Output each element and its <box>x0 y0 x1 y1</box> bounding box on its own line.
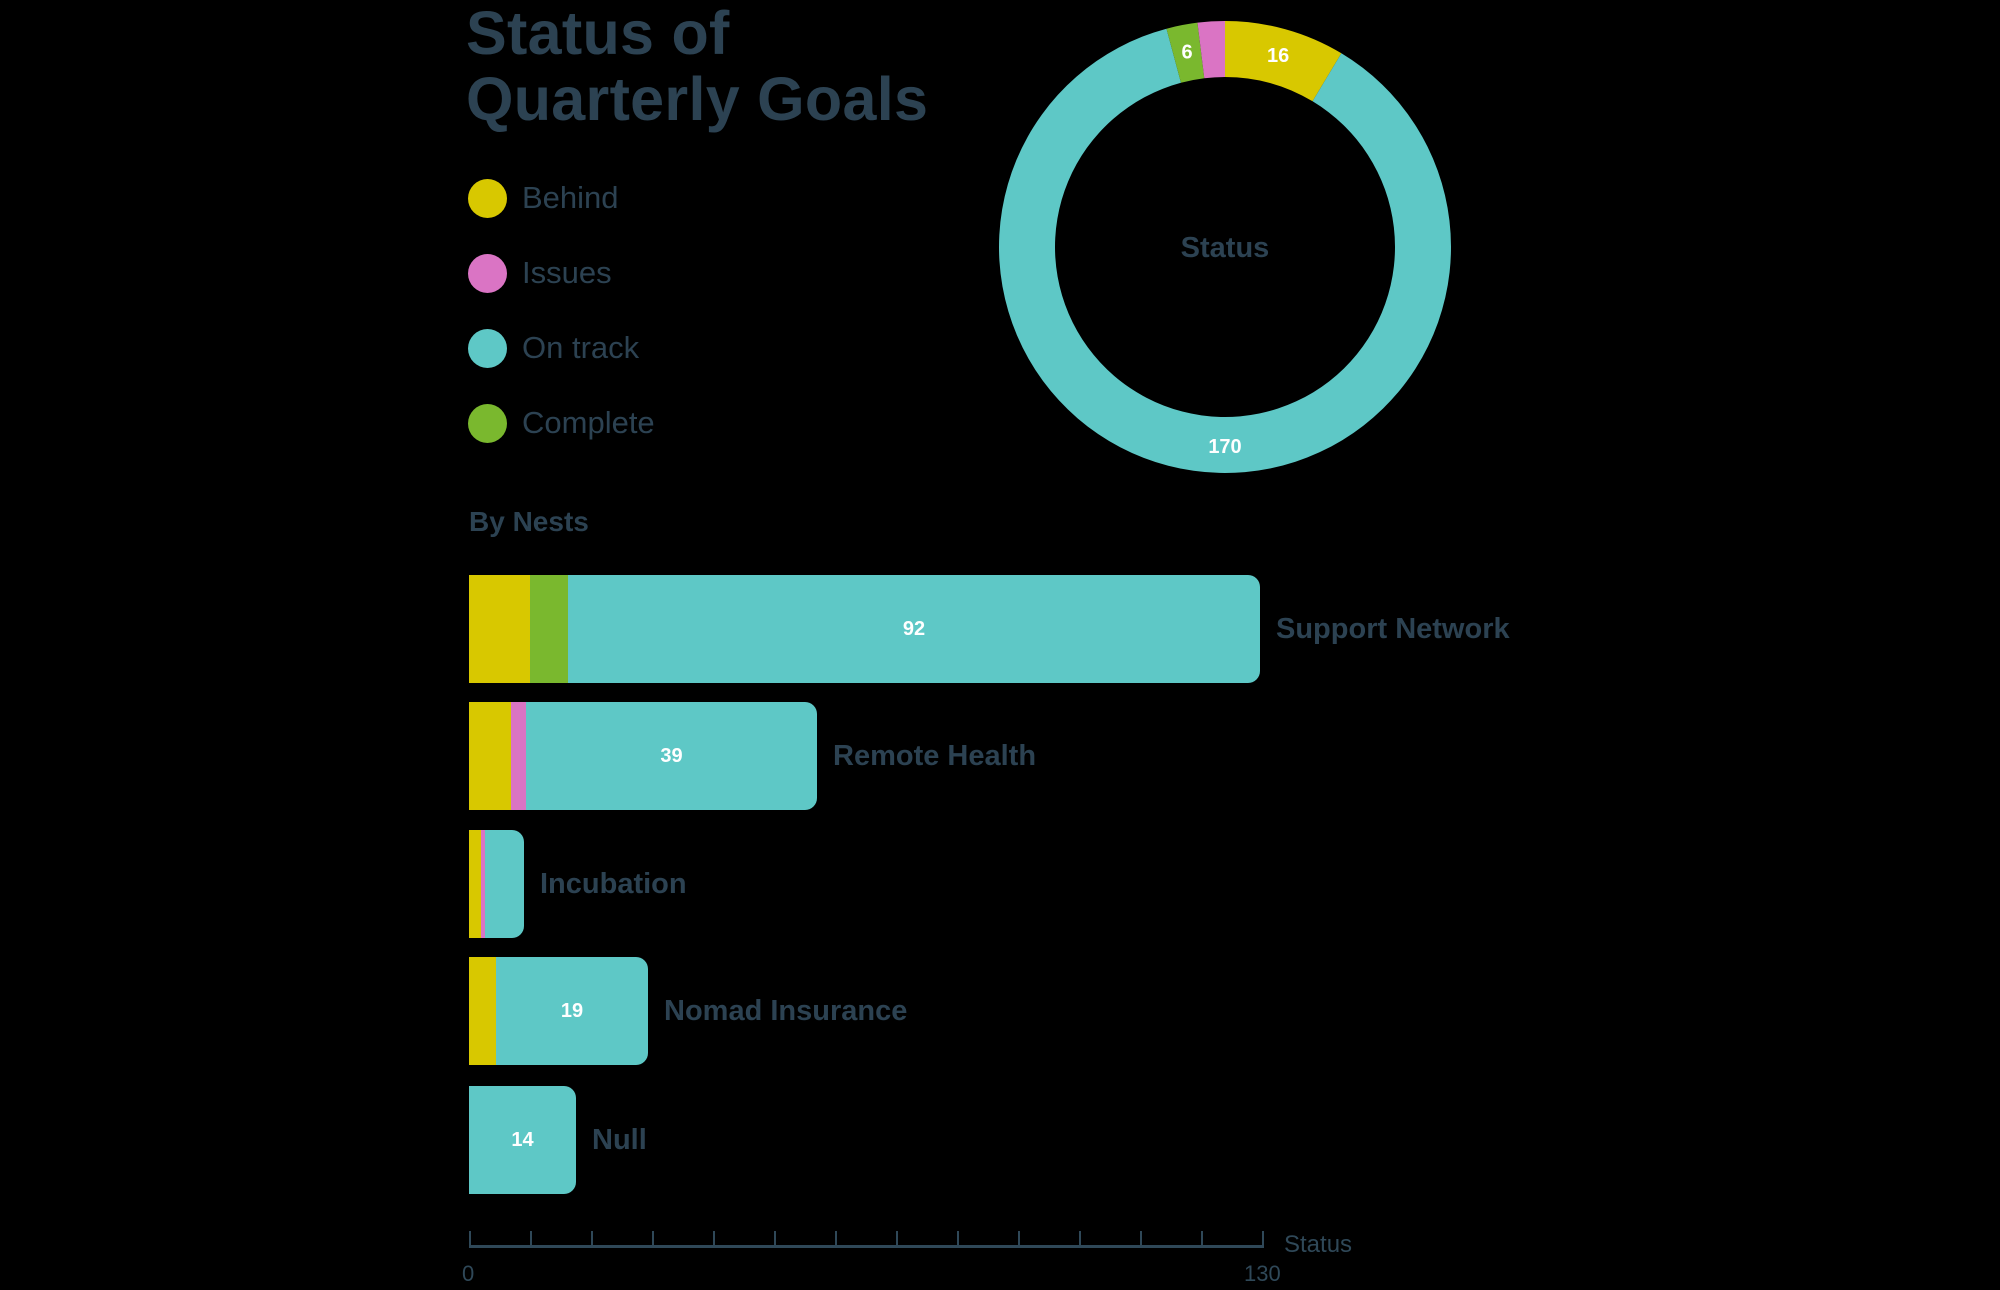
bar-row-remote-health: 39 Remote Health <box>469 702 1036 810</box>
bar-category-label: Incubation <box>540 867 687 900</box>
bar-segment-issues <box>481 830 485 938</box>
legend-label: Issues <box>522 255 612 290</box>
legend-item-behind: Behind <box>468 178 655 218</box>
stacked-bar <box>469 830 524 938</box>
donut-segment-complete <box>1166 22 1205 83</box>
x-axis-tick <box>591 1231 593 1247</box>
donut-segment-value: 6 <box>1181 42 1192 64</box>
bar-segment-on-track: 14 <box>469 1086 576 1194</box>
x-axis-tick <box>469 1231 471 1247</box>
x-axis-tick <box>713 1231 715 1247</box>
status-donut-chart: 16 170 6 Status <box>998 20 1452 474</box>
bar-segment-on-track <box>485 830 524 938</box>
donut-segment-behind <box>1225 21 1342 102</box>
x-axis-tick <box>1079 1231 1081 1247</box>
donut-center-label: Status <box>1181 232 1270 264</box>
donut-segment-value: 170 <box>1208 436 1241 458</box>
legend-swatch-icon <box>468 178 507 218</box>
x-axis-tick <box>530 1231 532 1247</box>
bar-row-nomad-insurance: 19 Nomad Insurance <box>469 957 907 1065</box>
bar-segment-behind <box>469 830 481 938</box>
donut-segment-issues <box>1197 21 1225 79</box>
x-axis-tick <box>835 1231 837 1247</box>
chart-title-line-2: Quarterly Goals <box>466 65 929 133</box>
x-axis-tick <box>652 1231 654 1247</box>
x-axis-tick <box>1140 1231 1142 1247</box>
bar-row-incubation: Incubation <box>469 830 687 938</box>
bar-category-label: Remote Health <box>833 739 1037 772</box>
bar-row-null: 14 Null <box>469 1086 647 1194</box>
x-axis-title: Status <box>1284 1231 1353 1258</box>
bar-segment-behind <box>469 957 496 1065</box>
legend-item-on-track: On track <box>468 328 655 368</box>
chart-title-line-1: Status of <box>466 0 730 67</box>
x-axis-tick <box>774 1231 776 1247</box>
bar-category-label: Support Network <box>1276 612 1510 645</box>
bar-segment-complete <box>530 575 568 683</box>
x-axis-tick <box>957 1231 959 1247</box>
legend-swatch-icon <box>468 328 507 368</box>
x-axis-tick <box>1201 1231 1203 1247</box>
stacked-bar: 14 <box>469 1086 576 1194</box>
bar-segment-on-track: 19 <box>496 957 648 1065</box>
bar-row-support-network: 92 Support Network <box>469 575 1510 683</box>
x-axis-min-label: 0 <box>462 1261 475 1286</box>
section-title-by-nests: By Nests <box>469 506 589 537</box>
x-axis-tick <box>1262 1231 1264 1247</box>
legend-swatch-icon <box>468 403 507 443</box>
donut-segment-value: 16 <box>1267 45 1289 67</box>
legend-item-complete: Complete <box>468 403 655 443</box>
legend-label: Complete <box>522 405 655 440</box>
legend-label: Behind <box>522 180 619 215</box>
bar-segment-issues <box>511 702 526 810</box>
bar-category-label: Null <box>592 1123 647 1156</box>
legend: Behind Issues On track Complete <box>468 178 655 478</box>
legend-item-issues: Issues <box>468 253 655 293</box>
x-axis-line <box>469 1245 1264 1248</box>
bar-category-label: Nomad Insurance <box>664 994 908 1027</box>
bar-segment-on-track: 92 <box>568 575 1260 683</box>
legend-label: On track <box>522 330 640 365</box>
legend-swatch-icon <box>468 253 507 293</box>
stacked-bar: 39 <box>469 702 817 810</box>
x-axis-max-label: 130 <box>1244 1261 1281 1286</box>
chart-title: Status of Quarterly Goals <box>466 0 928 132</box>
bar-segment-behind <box>469 702 511 810</box>
x-axis-tick <box>896 1231 898 1247</box>
bar-segment-behind <box>469 575 530 683</box>
stacked-bar: 19 <box>469 957 648 1065</box>
bar-segment-on-track: 39 <box>526 702 817 810</box>
stacked-bar: 92 <box>469 575 1260 683</box>
x-axis-tick <box>1018 1231 1020 1247</box>
